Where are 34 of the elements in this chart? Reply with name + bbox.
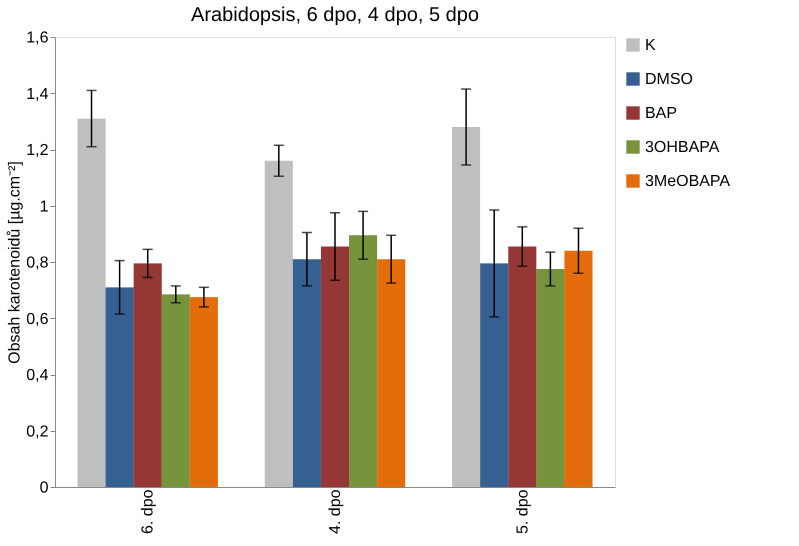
bar [162,294,190,487]
bar [190,297,218,487]
y-tick-label: 1,6 [26,30,49,46]
bar [452,127,480,487]
bar [264,160,293,487]
y-tick-label: 1,2 [26,142,49,159]
y-tick-label: 0,4 [26,367,49,384]
bar [106,287,134,487]
bar [480,263,508,487]
bar [564,250,593,487]
legend-label: K [645,37,656,54]
x-tick-label: 6. dpo [140,489,157,534]
x-tick-label: 5. dpo [514,489,532,534]
y-tick-label: 1,4 [26,86,49,103]
chart-title: Arabidopsis, 6 dpo, 4 dpo, 5 dpo [191,4,479,26]
y-tick-label: 0 [40,480,49,496]
x-tick-label: 4. dpo [327,489,344,534]
bar [77,118,106,487]
legend-label: 3OHBAPA [645,139,720,156]
legend-label: BAP [645,105,678,122]
y-tick-label: 0,8 [26,254,49,272]
bar [292,259,321,487]
y-axis-title: Obsah karotenoidů [µg.cm⁻²] [6,161,24,364]
bar [349,235,378,487]
bar [134,263,162,487]
legend-label: DMSO [645,71,693,88]
bar [377,259,406,487]
legend-label: 3MeOBAPA [645,173,730,190]
y-tick-label: 1 [40,198,49,216]
bar [320,246,350,487]
bar [508,246,536,487]
y-tick-label: 0,6 [26,310,49,328]
bar [536,269,564,487]
y-tick-label: 0,2 [26,423,49,440]
